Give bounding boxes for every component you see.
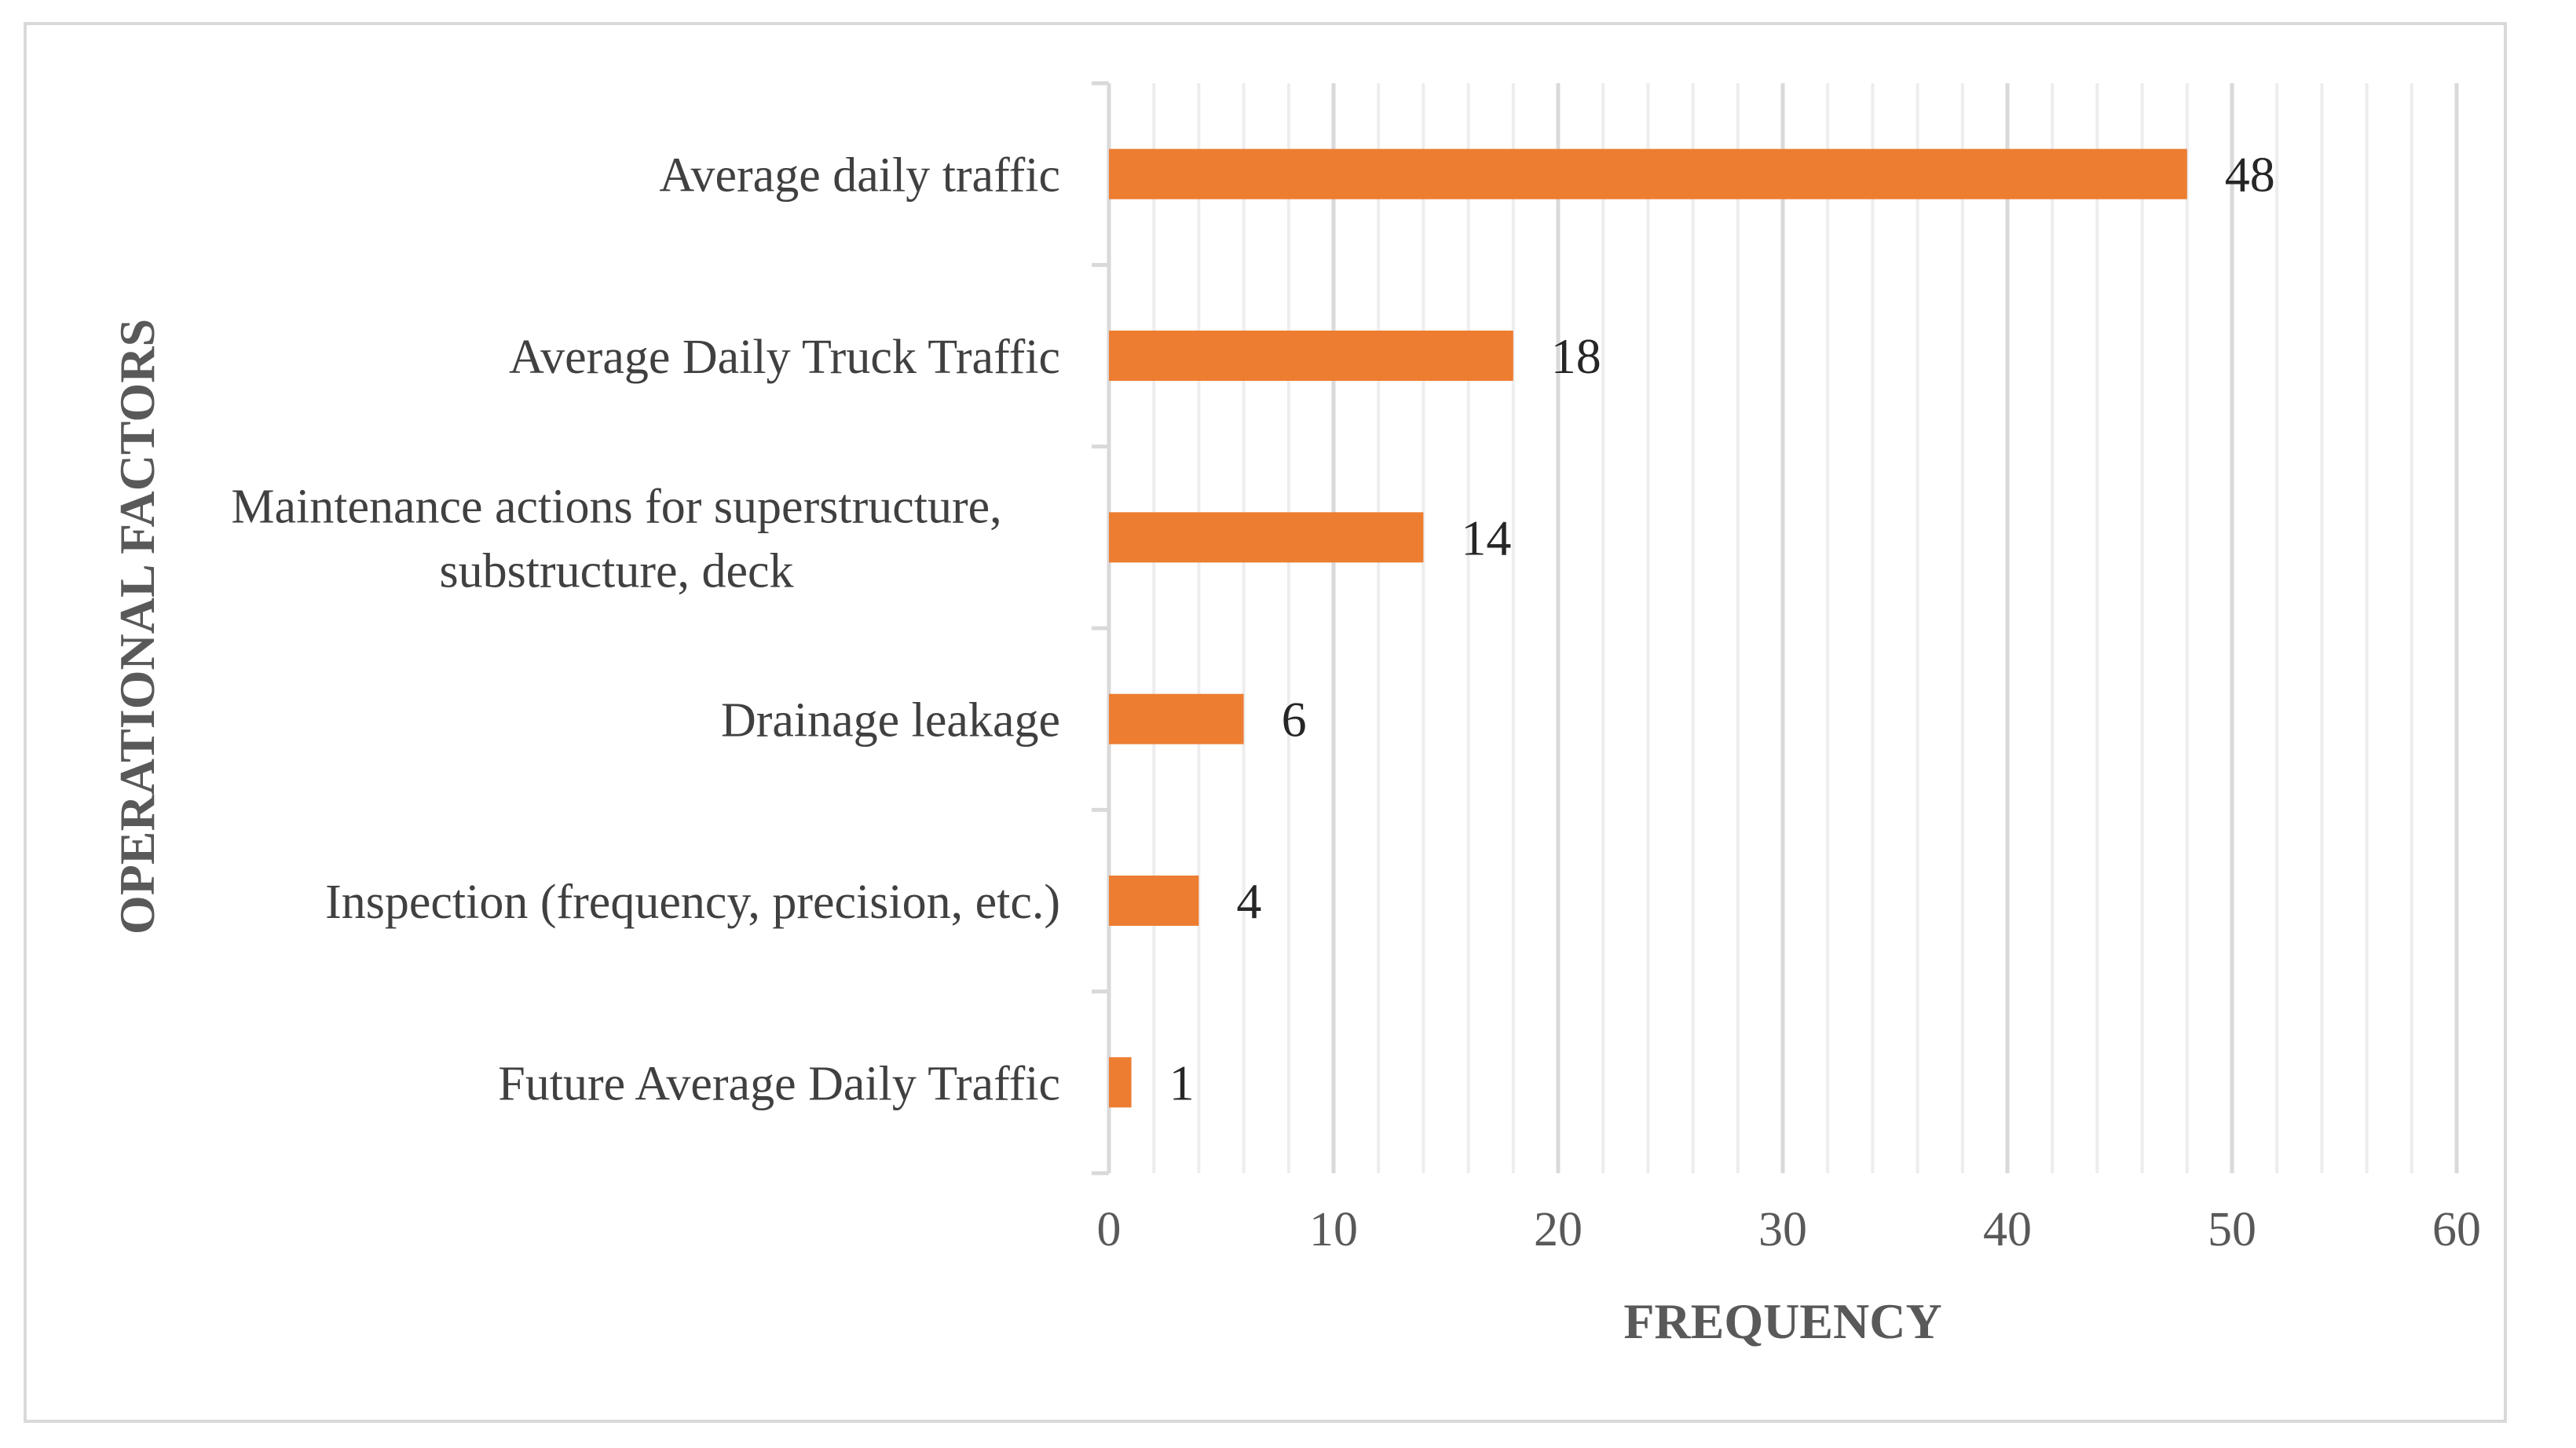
x-tick-label: 20 (1534, 1203, 1583, 1256)
bar (1109, 512, 1424, 563)
bars (1109, 148, 2187, 1108)
gridlines (1152, 83, 2459, 1173)
bar (1109, 876, 1199, 926)
bar (1109, 148, 2187, 199)
bar (1109, 1057, 1132, 1108)
data-label: 4 (1236, 873, 1261, 929)
x-tick-label: 50 (2208, 1203, 2256, 1256)
bar (1109, 693, 1244, 744)
x-tick-label: 40 (1983, 1203, 2032, 1256)
y-axis (1092, 81, 1111, 1176)
category-label: Inspection (frequency, precision, etc.) (325, 876, 1060, 929)
data-label: 1 (1169, 1055, 1195, 1110)
y-axis-title: OPERATIONAL FACTORS (109, 319, 165, 934)
data-label: 48 (2225, 147, 2275, 203)
x-tick-label: 10 (1309, 1203, 1358, 1256)
category-label: Average Daily Truck Traffic (509, 331, 1060, 384)
category-label: Maintenance actions for superstructure, s… (231, 480, 1001, 598)
category-label-line: substructure, deck (439, 544, 793, 598)
x-tick-label: 0 (1097, 1203, 1122, 1256)
category-label: Average daily traffic (659, 149, 1060, 203)
x-tick-label: 30 (1758, 1203, 1807, 1256)
x-tick-label: 60 (2432, 1203, 2481, 1256)
data-label: 18 (1551, 328, 1601, 384)
category-label: Drainage leakage (721, 694, 1060, 748)
x-axis-title: FREQUENCY (1623, 1293, 1941, 1349)
category-label-line: Maintenance actions for superstructure, (231, 480, 1001, 533)
labels: 0 10 20 30 40 50 60 48 Average daily traffic 18 Av… (231, 147, 2481, 1256)
data-label: 6 (1282, 692, 1307, 748)
data-label: 14 (1461, 510, 1511, 565)
chart-frame (24, 22, 2507, 1423)
category-label: Future Average Daily Traffic (498, 1057, 1060, 1110)
bar (1109, 331, 1513, 381)
